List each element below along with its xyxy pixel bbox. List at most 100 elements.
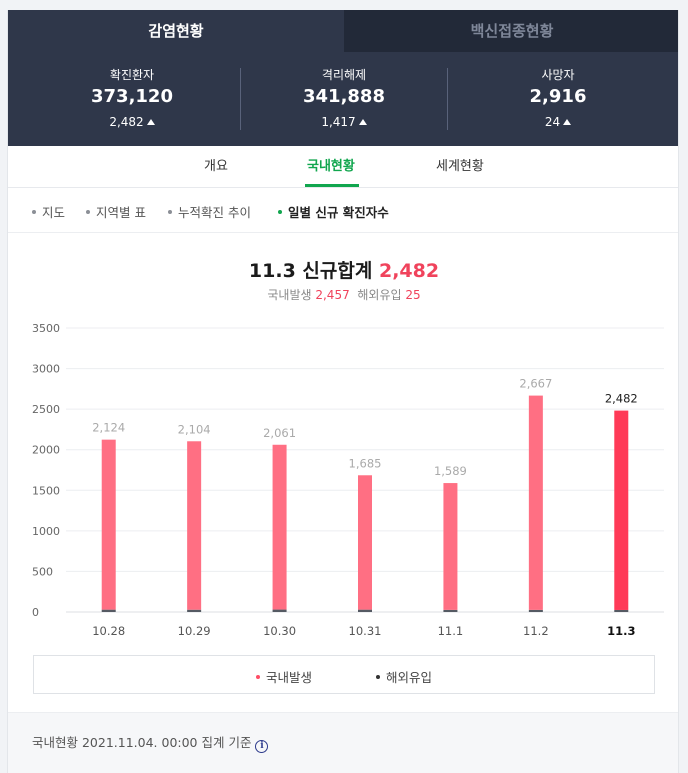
stat-released-delta-value: 1,417 xyxy=(321,115,356,129)
tab-domestic[interactable]: 국내현황 xyxy=(307,159,355,174)
legend-domestic[interactable]: 국내발생 xyxy=(256,667,312,686)
legend-domestic-label: 국내발생 xyxy=(266,670,313,685)
bar-overseas xyxy=(187,609,202,612)
tab-infection-status[interactable]: 감염현황 xyxy=(8,10,344,52)
domestic-label: 국내발생 xyxy=(267,288,312,302)
bar-overseas xyxy=(101,609,116,612)
status-header: 감염현황 백신접종현황 확진환자 373,120 2,482 격리해제 341,… xyxy=(8,10,678,146)
info-icon[interactable]: i xyxy=(255,740,269,753)
stat-divider xyxy=(447,68,448,130)
filter-region-table[interactable]: 지역별 표 xyxy=(86,202,146,221)
chart-legend: 국내발생 해외유입 xyxy=(33,655,655,694)
covid-status-card: 감염현황 백신접종현황 확진환자 373,120 2,482 격리해제 341,… xyxy=(7,10,679,773)
legend-dot xyxy=(256,675,260,679)
y-tick-label: 1500 xyxy=(32,484,60,497)
bar-total-label: 2,104 xyxy=(178,422,211,436)
stat-confirmed: 확진환자 373,120 2,482 xyxy=(20,52,244,146)
bullet-dot xyxy=(86,210,90,214)
stat-confirmed-value: 373,120 xyxy=(91,86,173,107)
tab-vaccination-status[interactable]: 백신접종현황 xyxy=(344,10,678,52)
bar-domestic xyxy=(443,483,458,610)
filter-daily-new-label: 일별 신규 확진자수 xyxy=(288,205,389,220)
stat-deaths-delta: 24 xyxy=(446,115,670,129)
chart-title-date: 11.3 xyxy=(248,260,296,282)
bar-domestic xyxy=(358,475,372,610)
tab-world[interactable]: 세계현황 xyxy=(436,159,484,174)
stat-released-label: 격리해제 xyxy=(321,68,367,82)
overseas-label: 해외유입 xyxy=(357,288,402,302)
x-tick-label: 10.30 xyxy=(263,624,296,638)
stat-confirmed-label: 확진환자 xyxy=(109,68,155,82)
bullet-dot xyxy=(278,210,282,214)
bullet-dot xyxy=(168,210,172,214)
filter-region-table-label: 지역별 표 xyxy=(96,205,146,220)
stat-released-value: 341,888 xyxy=(303,86,385,107)
y-tick-label: 2000 xyxy=(32,444,60,457)
bar-overseas xyxy=(614,609,629,612)
legend-overseas-label: 해외유입 xyxy=(386,670,433,685)
filter-cumulative-trend-label: 누적확진 추이 xyxy=(178,205,251,220)
bar-overseas xyxy=(443,609,458,612)
sub-tab-bar: 개요 국내현황 세계현황 xyxy=(8,146,678,188)
stat-confirmed-delta: 2,482 xyxy=(20,115,244,129)
basis-timestamp: 국내현황 2021.11.04. 00:00 집계 기준 xyxy=(32,735,252,750)
stat-deaths-label: 사망자 xyxy=(541,68,575,82)
y-tick-label: 1000 xyxy=(32,525,60,538)
chart-title: 11.3 신규합계 2,482 xyxy=(8,256,678,283)
data-basis-footer: 국내현황 2021.11.04. 00:00 집계 기준 i xyxy=(8,712,678,773)
bar-domestic xyxy=(528,395,543,610)
legend-dot xyxy=(376,675,380,679)
chart-filter-row: 지도 지역별 표 누적확진 추이 일별 신규 확진자수 xyxy=(8,188,678,233)
footer-text: 국내현황 2021.11.04. 00:00 집계 기준 i xyxy=(32,732,269,753)
bar-domestic xyxy=(614,410,629,610)
x-tick-label: 10.31 xyxy=(349,624,382,638)
daily-cases-chart: 0 500 1000 1500 2000 2500 3000 3500 2,124 10.28 2,… xyxy=(32,322,664,638)
y-tick-label: 3000 xyxy=(32,363,60,376)
stat-released: 격리해제 341,888 1,417 xyxy=(232,52,456,146)
filter-daily-new[interactable]: 일별 신규 확진자수 xyxy=(278,202,389,221)
overseas-value: 25 xyxy=(405,288,421,302)
filter-map[interactable]: 지도 xyxy=(32,202,65,221)
domestic-value: 2,457 xyxy=(315,288,350,302)
bullet-dot xyxy=(32,210,36,214)
bar-total-label: 2,061 xyxy=(263,426,296,440)
up-arrow-icon xyxy=(358,119,367,125)
bar-total-label: 1,685 xyxy=(349,456,382,470)
y-tick-label: 2500 xyxy=(32,403,60,416)
x-tick-label: 11.3 xyxy=(607,624,635,638)
bar-total-label: 2,667 xyxy=(519,377,552,391)
bar-domestic xyxy=(272,444,287,610)
y-tick-label: 0 xyxy=(32,606,39,619)
bar-overseas xyxy=(272,609,287,612)
stat-deaths-delta-value: 24 xyxy=(544,115,561,129)
stat-divider xyxy=(240,68,241,130)
legend-overseas[interactable]: 해외유입 xyxy=(376,667,432,686)
up-arrow-icon xyxy=(563,119,572,125)
x-tick-label: 10.29 xyxy=(178,624,211,638)
tab-overview[interactable]: 개요 xyxy=(204,159,228,174)
top-tab-bar: 감염현황 백신접종현황 xyxy=(8,10,678,52)
bar-domestic xyxy=(101,439,116,610)
stat-deaths: 사망자 2,916 24 xyxy=(446,52,670,146)
chart-title-label: 신규합계 xyxy=(302,260,373,282)
bar-total-label: 2,124 xyxy=(92,421,125,435)
y-tick-label: 3500 xyxy=(32,322,60,335)
bar-total-label: 1,589 xyxy=(434,464,467,478)
x-tick-label: 11.2 xyxy=(523,624,549,638)
bar-overseas xyxy=(358,609,372,612)
x-tick-label: 10.28 xyxy=(92,624,125,638)
bar-domestic xyxy=(187,441,202,610)
bar-total-label: 2,482 xyxy=(605,392,638,406)
filter-cumulative-trend[interactable]: 누적확진 추이 xyxy=(168,202,251,221)
filter-map-label: 지도 xyxy=(42,205,66,220)
x-tick-label: 11.1 xyxy=(438,624,464,638)
up-arrow-icon xyxy=(146,119,155,125)
chart-subtitle: 국내발생 2,457 해외유입 25 xyxy=(8,286,678,303)
chart-title-total: 2,482 xyxy=(378,260,440,282)
active-tab-indicator xyxy=(305,184,359,187)
bar-overseas xyxy=(528,609,543,612)
stat-confirmed-delta-value: 2,482 xyxy=(109,115,144,129)
stat-deaths-value: 2,916 xyxy=(529,86,587,107)
y-tick-label: 500 xyxy=(32,565,53,578)
stat-released-delta: 1,417 xyxy=(232,115,456,129)
